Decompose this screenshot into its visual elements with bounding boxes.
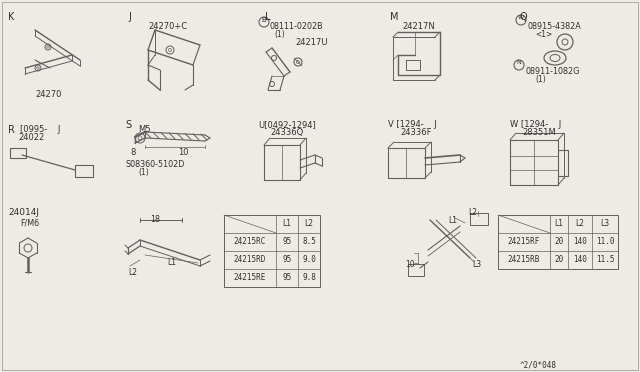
Text: L2: L2	[128, 268, 137, 277]
Text: L2: L2	[575, 219, 584, 228]
Text: 11.5: 11.5	[596, 256, 614, 264]
Text: 08911-1082G: 08911-1082G	[525, 67, 579, 76]
Text: 24215RB: 24215RB	[508, 256, 540, 264]
Text: 9.8: 9.8	[302, 273, 316, 282]
Text: J: J	[128, 12, 131, 22]
Text: F/M6: F/M6	[20, 218, 39, 227]
Text: 24215RC: 24215RC	[234, 237, 266, 247]
Text: M: M	[390, 12, 399, 22]
Text: 24217N: 24217N	[402, 22, 435, 31]
Text: L3: L3	[472, 260, 481, 269]
Text: L1: L1	[167, 258, 176, 267]
Text: 24022: 24022	[18, 133, 44, 142]
Text: 24270: 24270	[35, 90, 61, 99]
Text: L1: L1	[448, 216, 457, 225]
Text: (1): (1)	[274, 30, 285, 39]
Text: 24014J: 24014J	[8, 208, 39, 217]
Text: 20: 20	[554, 237, 564, 247]
Text: M5: M5	[138, 125, 150, 134]
Text: 9.0: 9.0	[302, 256, 316, 264]
Text: L2: L2	[305, 219, 314, 228]
Text: 10: 10	[405, 260, 415, 269]
Bar	[470, 213, 488, 225]
Text: B: B	[261, 17, 266, 23]
Text: 8: 8	[130, 148, 136, 157]
Bar	[408, 264, 424, 276]
Text: 24215RE: 24215RE	[234, 273, 266, 282]
Text: 140: 140	[573, 256, 587, 264]
Text: 8.5: 8.5	[302, 237, 316, 247]
Text: 18: 18	[150, 215, 160, 224]
Text: V [1294-    J: V [1294- J	[388, 120, 436, 129]
Text: 20: 20	[554, 256, 564, 264]
Bar	[498, 215, 618, 269]
Text: 140: 140	[573, 237, 587, 247]
Text: S: S	[125, 120, 131, 130]
Text: 08915-4382A: 08915-4382A	[527, 22, 580, 31]
Text: R: R	[8, 125, 15, 135]
Text: 11.0: 11.0	[596, 237, 614, 247]
Bar	[10, 148, 26, 158]
Text: W: W	[518, 15, 524, 20]
Text: 24336F: 24336F	[400, 128, 431, 137]
Bar	[224, 215, 320, 287]
Text: L1: L1	[282, 219, 291, 228]
Text: 24215RD: 24215RD	[234, 256, 266, 264]
Text: (1): (1)	[535, 75, 546, 84]
Text: K: K	[8, 12, 14, 22]
Text: 24215RF: 24215RF	[508, 237, 540, 247]
Text: 24336Q: 24336Q	[270, 128, 303, 137]
Text: L: L	[265, 12, 271, 22]
Bar	[406, 60, 420, 70]
Text: 08111-0202B: 08111-0202B	[270, 22, 324, 31]
Text: 95: 95	[282, 273, 292, 282]
Text: 10: 10	[178, 148, 189, 157]
Text: ^2/0*048: ^2/0*048	[520, 360, 557, 369]
Text: 95: 95	[282, 237, 292, 247]
Text: 24270+C: 24270+C	[148, 22, 187, 31]
Text: N: N	[516, 60, 521, 65]
Text: L2: L2	[468, 208, 477, 217]
Text: L3: L3	[600, 219, 609, 228]
Text: 24217U: 24217U	[295, 38, 328, 47]
Text: L1: L1	[554, 219, 563, 228]
Text: W [1294-    J: W [1294- J	[510, 120, 561, 129]
Text: 95: 95	[282, 256, 292, 264]
Text: (1): (1)	[138, 168, 148, 177]
Text: Q: Q	[520, 12, 527, 22]
Text: U[0492-1294]: U[0492-1294]	[258, 120, 316, 129]
Bar	[75, 165, 93, 177]
Text: [0995-    J: [0995- J	[20, 125, 60, 134]
Text: S08360-5102D: S08360-5102D	[125, 160, 184, 169]
Text: <1>: <1>	[535, 30, 552, 39]
Text: 28351M: 28351M	[522, 128, 556, 137]
